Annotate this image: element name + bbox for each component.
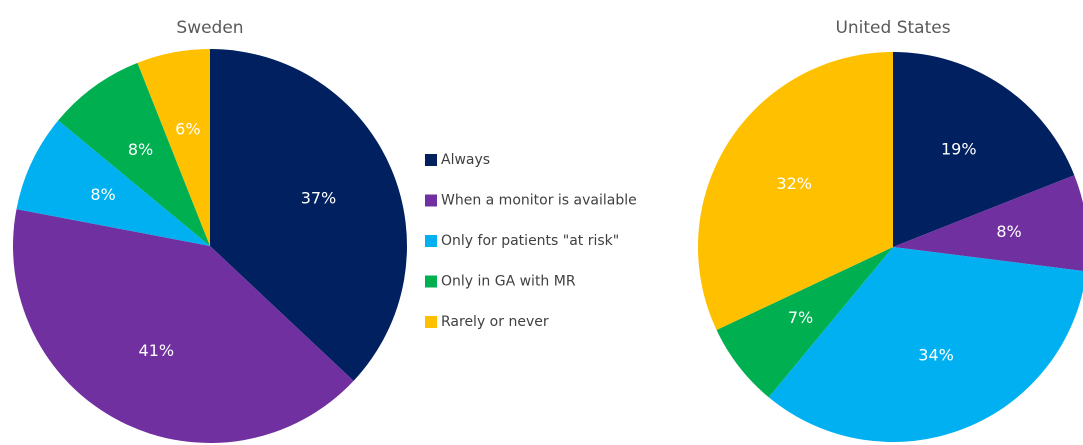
legend-label: Always xyxy=(441,152,490,168)
pie-slice xyxy=(137,49,210,246)
chart-title: Sweden xyxy=(176,18,243,38)
legend-swatch xyxy=(425,316,437,328)
data-label: 8% xyxy=(90,185,115,204)
legend-swatch xyxy=(425,275,437,288)
legend-label: When a monitor is available xyxy=(441,193,637,209)
legend-label: Rarely or never xyxy=(441,314,549,330)
legend-label: Only in GA with MR xyxy=(441,274,576,290)
pie-slice xyxy=(13,209,354,443)
data-label: 41% xyxy=(139,341,175,360)
data-label: 7% xyxy=(788,308,813,327)
legend-swatch xyxy=(425,154,437,166)
pie-slice xyxy=(893,175,1083,272)
pie-slice xyxy=(716,247,893,398)
data-label: 8% xyxy=(128,140,153,159)
pie-slice xyxy=(698,52,893,331)
data-label: 6% xyxy=(175,119,200,138)
data-label: 32% xyxy=(776,174,812,193)
pie-slice xyxy=(893,52,1075,247)
data-label: 34% xyxy=(918,345,954,364)
legend-swatch xyxy=(425,194,437,207)
pie-slice xyxy=(210,49,407,381)
data-label: 8% xyxy=(996,222,1021,241)
data-label: 19% xyxy=(941,140,977,159)
data-label: 37% xyxy=(301,189,337,208)
chart-title: United States xyxy=(835,18,950,38)
legend-swatch xyxy=(425,235,437,247)
pie-slice xyxy=(58,62,210,247)
pie-slice xyxy=(16,120,211,246)
pie-slice xyxy=(768,247,1083,442)
legend-label: Only for patients "at risk" xyxy=(441,233,619,249)
